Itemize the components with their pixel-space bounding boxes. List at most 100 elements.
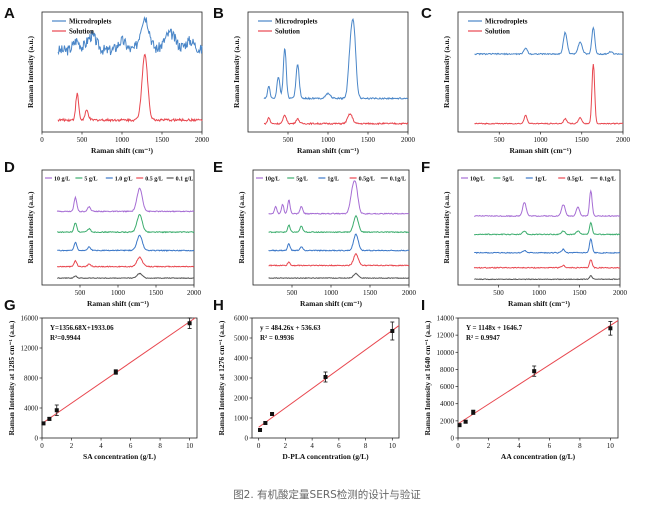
y-axis-label: Raman Intensity at 1276 cm⁻¹ (a.u.) [217,320,226,435]
legend-label: 1g/L [535,177,547,183]
x-tick-label: 500 [75,289,86,297]
panel-h: H 0 2 4 6 8 10 D-PLA concentration (g/L) Raman I… [213,297,400,461]
panel-i: I 0 2 4 6 8 10 AA concentration (g/L) Raman Inte… [421,297,619,461]
panel-label-e: E [213,159,223,176]
legend-label: 5g/L [502,177,514,183]
y-tick-label: 2000 [234,395,249,403]
y-tick-label: 8000 [440,366,455,374]
legend-label: 10 g/L [54,177,70,183]
x-tick-label: 2 [284,442,288,450]
series-line-microdroplets [474,26,624,56]
y-tick-label: 8000 [24,375,39,383]
x-tick-label: 0 [456,442,460,450]
series-line-0-1g-l [268,272,409,280]
series-line-5g-l [473,221,621,236]
panel-d: D 500 1000 1500 2000 Raman shift (cm⁻¹) Raman … [4,159,202,308]
y-tick-label: 3000 [234,375,249,383]
data-point [54,408,59,413]
legend-label: Solution [275,28,300,36]
fit-line [41,317,196,424]
panel-label-g: G [4,297,16,314]
fit-line [457,320,619,425]
x-tick-label: 1000 [534,136,549,144]
x-tick-label: 0 [40,442,44,450]
y-axis-label: Raman Intensity at 1285 cm⁻¹ (a.u.) [7,320,16,435]
plot-frame [457,11,624,133]
data-point [270,412,275,416]
legend-label: 0.5g/L [567,177,583,183]
x-tick-label: 2000 [401,136,416,144]
y-axis-label: Raman Intensity (a.u.) [26,191,35,264]
legend-label: 0.5g/L [359,177,375,183]
y-axis-label: Raman Intensity (a.u.) [442,35,451,108]
x-axis-label: D-PLA concentration (g/L) [282,452,369,461]
panel-b: B 500 1000 1500 2000 Raman shift (cm⁻¹) Raman … [213,5,416,155]
x-tick-label: 10 [186,442,194,450]
series-line-0-5g-l [268,252,410,267]
series-line-5-g-l [57,214,195,234]
x-tick-label: 2 [487,442,491,450]
y-tick-label: 4000 [440,400,455,408]
figure-caption: 图2. 有机酸定量SERS检测的设计与验证 [233,489,421,501]
legend-label: 0.5 g/L [145,177,163,183]
y-tick-label: 0 [245,435,249,443]
x-tick-label: 1500 [573,289,588,297]
panel-label-b: B [213,5,224,22]
legend-label: Microdroplets [485,18,528,26]
plot-frame [457,317,619,439]
x-tick-label: 6 [548,442,552,450]
x-tick-label: 1000 [115,136,130,144]
legend-label: Solution [69,28,94,36]
y-axis-label: Raman Intensity (a.u.) [442,191,451,264]
fit-r-squared: R² = 0.9947 [466,334,500,342]
data-point [608,326,613,331]
data-point [258,428,263,432]
y-tick-label: 14000 [437,315,455,323]
x-tick-label: 2000 [195,136,210,144]
legend-label: 10g/L [470,177,485,183]
data-point [390,329,395,333]
legend-label: Microdroplets [275,18,318,26]
y-axis-label: Raman Intensity at 1640 cm⁻¹ (a.u.) [423,320,432,435]
data-point [471,410,476,415]
series-line-0-5g-l [473,259,621,269]
legend-label: 0.1g/L [390,177,406,183]
panel-e: E 500 1000 1500 2000 Raman shift (cm⁻¹) Raman … [213,159,417,308]
panel-label-i: I [421,297,425,314]
x-axis-label: SA concentration (g/L) [83,452,156,461]
x-tick-label: 0 [257,442,261,450]
plot-frame [247,11,409,133]
data-point [113,370,118,374]
series-line-1-0-g-l [57,234,195,252]
series-line-solution [57,53,203,123]
data-point [323,375,328,379]
panel-c: C 500 1000 1500 2000 Raman shift (cm⁻¹) Raman … [421,5,631,155]
x-tick-label: 8 [364,442,368,450]
x-tick-label: 8 [158,442,162,450]
x-tick-label: 1500 [575,136,590,144]
series-line-5g-l [268,214,410,234]
plot-frame [41,11,203,133]
x-axis-label: Raman shift (cm⁻¹) [509,146,572,155]
panel-a: A 0 500 1000 1500 2000 Raman shift (cm⁻¹) Raman… [4,5,210,155]
series-line-microdroplets [263,17,409,101]
y-tick-label: 12000 [437,332,455,340]
panel-label-c: C [421,5,432,22]
panel-g: G 0 2 4 6 8 10 SA concentration (g/L) Raman Inte… [4,297,198,461]
series-line-10g-l [474,189,621,218]
fit-r-squared: R²=0.9944 [50,334,81,342]
series-line-0-1-g-l [57,272,195,280]
data-point [187,321,192,326]
legend-label: Solution [485,28,510,36]
legend-label: 0.1g/L [600,177,616,183]
legend-label: 10g/L [265,177,280,183]
series-line-1g-l [474,237,621,254]
x-tick-label: 4 [517,442,521,450]
panel-label-d: D [4,159,15,176]
x-tick-label: 0 [40,136,44,144]
y-tick-label: 10000 [437,349,455,357]
x-axis-label: Raman shift (cm⁻¹) [508,299,571,308]
fit-line [258,325,400,428]
series-line-10-g-l [56,187,195,213]
x-axis-label: AA concentration (g/L) [501,452,576,461]
